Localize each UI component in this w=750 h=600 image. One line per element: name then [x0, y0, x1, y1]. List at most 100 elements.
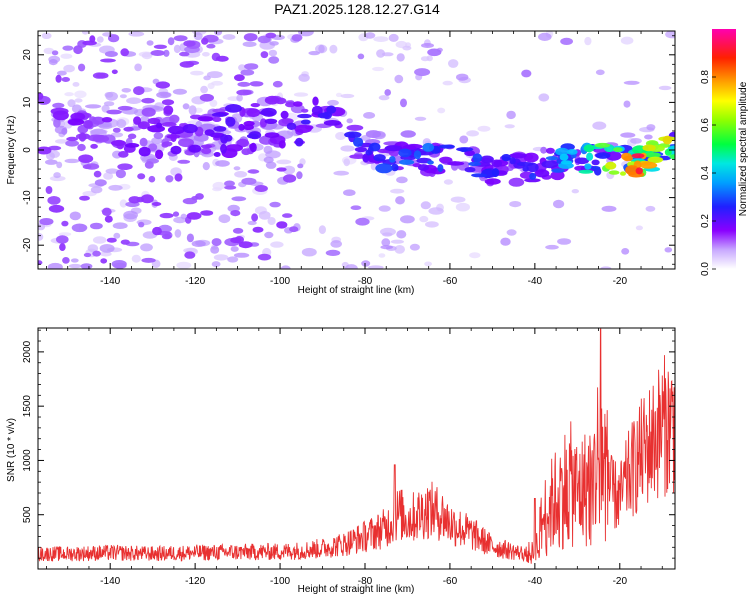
spectral-amplitude-blob — [468, 161, 481, 167]
spectral-amplitude-blob — [413, 150, 422, 160]
spectral-amplitude-blob — [92, 236, 107, 244]
spectral-amplitude-blob — [289, 226, 299, 233]
spectral-amplitude-blob — [270, 241, 284, 248]
spectral-amplitude-blob — [103, 172, 114, 180]
spectral-amplitude-blob — [61, 220, 69, 227]
spectral-amplitude-blob — [119, 199, 128, 208]
spectral-amplitude-blob — [396, 176, 408, 184]
spectral-amplitude-blob — [375, 163, 393, 174]
spectral-amplitude-blob — [456, 73, 469, 81]
spectral-amplitude-blob — [623, 80, 640, 85]
spectrogram-y-tick-label: 20 — [22, 49, 33, 61]
spectral-amplitude-blob — [545, 156, 559, 161]
spectral-amplitude-blob — [113, 262, 127, 269]
spectral-amplitude-blob — [140, 243, 153, 252]
spectral-amplitude-blob — [524, 178, 541, 183]
spectral-amplitude-blob — [236, 89, 252, 96]
spectral-amplitude-blob — [500, 237, 511, 246]
spectral-amplitude-blob — [153, 44, 167, 49]
spectral-amplitude-blob — [522, 165, 529, 172]
spectral-amplitude-blob — [244, 63, 259, 70]
spectral-amplitude-blob — [394, 74, 404, 84]
spectral-amplitude-blob — [200, 85, 209, 94]
spectral-amplitude-blob — [265, 32, 277, 39]
spectral-amplitude-blob — [263, 156, 274, 164]
spectral-amplitude-blob — [61, 127, 68, 135]
spectral-amplitude-blob — [63, 64, 75, 73]
spectral-amplitude-blob — [203, 75, 211, 81]
spectral-amplitude-blob — [241, 148, 251, 156]
snr-plot-area — [38, 328, 675, 569]
spectral-amplitude-blob — [601, 205, 617, 212]
spectral-amplitude-blob — [295, 137, 304, 147]
spectral-amplitude-blob — [51, 50, 59, 56]
spectral-amplitude-blob — [243, 33, 258, 42]
spectral-amplitude-blob — [318, 225, 326, 235]
spectral-amplitude-blob — [140, 115, 150, 123]
spectral-amplitude-blob — [167, 37, 175, 46]
spectral-amplitude-blob — [484, 178, 501, 185]
spectral-amplitude-blob — [52, 110, 69, 121]
snr-x-tick-label: -40 — [528, 576, 543, 587]
spectral-amplitude-blob — [202, 162, 210, 171]
spectral-amplitude-blob — [276, 221, 288, 229]
spectral-amplitude-blob — [58, 232, 72, 237]
spectral-amplitude-blob — [373, 154, 386, 162]
spectral-amplitude-blob — [608, 170, 620, 175]
spectral-amplitude-blob — [106, 237, 117, 243]
spectral-amplitude-blob — [281, 118, 294, 125]
spectral-amplitude-blob — [101, 207, 112, 216]
spectral-amplitude-blob — [66, 136, 78, 142]
spectrogram-y-tick-label: 0 — [22, 147, 33, 153]
figure-title: PAZ1.2025.128.12.27.G14 — [274, 1, 440, 17]
spectral-amplitude-blob — [427, 48, 442, 57]
spectral-amplitude-blob — [333, 170, 350, 176]
spectral-amplitude-blob — [151, 202, 162, 206]
spectral-amplitude-blob — [55, 74, 62, 83]
spectral-amplitude-blob — [110, 140, 126, 147]
spectral-amplitude-blob — [540, 146, 547, 154]
spectral-amplitude-blob — [234, 74, 245, 82]
snr-y-tick-label: 1500 — [22, 395, 33, 418]
spectral-amplitude-blob — [165, 175, 174, 183]
spectral-amplitude-blob — [69, 211, 81, 221]
spectral-amplitude-blob — [230, 210, 241, 217]
spectrogram-x-tick-label: -20 — [613, 276, 628, 287]
spectral-amplitude-blob — [427, 160, 434, 165]
spectral-amplitude-blob — [212, 181, 226, 190]
spectral-amplitude-blob — [455, 202, 470, 212]
spectral-amplitude-blob — [425, 221, 439, 228]
spectral-amplitude-blob — [285, 101, 296, 108]
spectral-amplitude-blob — [52, 102, 65, 109]
spectral-amplitude-blob — [138, 146, 151, 157]
spectral-amplitude-blob — [144, 161, 154, 169]
spectral-amplitude-blob — [47, 145, 62, 151]
spectral-amplitude-blob — [78, 132, 87, 142]
spectral-amplitude-blob — [105, 91, 118, 101]
spectral-amplitude-blob — [509, 157, 516, 165]
snr-x-tick-label: -120 — [185, 576, 205, 587]
spectral-amplitude-blob — [45, 186, 53, 194]
spectral-amplitude-blob — [357, 53, 365, 60]
spectral-amplitude-blob — [200, 210, 214, 216]
snr-y-tick-label: 1000 — [22, 449, 33, 472]
spectral-amplitude-blob — [138, 221, 145, 228]
spectral-amplitude-blob — [91, 116, 105, 125]
snr-x-tick-label: -140 — [100, 576, 120, 587]
spectral-amplitude-blob — [595, 152, 611, 159]
spectral-amplitude-blob — [180, 213, 187, 220]
spectral-amplitude-blob — [400, 98, 407, 108]
spectral-amplitude-blob — [396, 230, 407, 239]
spectral-amplitude-blob — [218, 214, 231, 224]
spectral-amplitude-blob — [523, 152, 539, 163]
spectral-amplitude-blob — [72, 82, 80, 87]
spectral-amplitude-blob — [555, 147, 569, 156]
spectral-amplitude-blob — [264, 132, 280, 139]
spectral-amplitude-blob — [64, 92, 74, 97]
spectral-amplitude-blob — [140, 194, 154, 204]
spectral-amplitude-blob — [665, 31, 675, 39]
spectral-amplitude-blob — [459, 135, 469, 144]
spectral-amplitude-blob — [635, 167, 643, 175]
spectral-amplitude-blob — [106, 109, 122, 115]
spectral-amplitude-blob — [118, 151, 129, 158]
